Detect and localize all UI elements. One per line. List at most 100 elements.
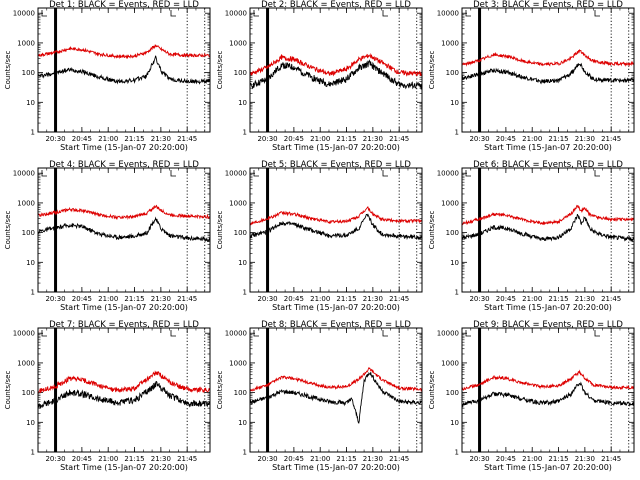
det1-xtick-label: 21:30 (151, 135, 171, 143)
det8-ytick-label: 1 (243, 449, 247, 457)
det6-ytick-label: 100 (446, 229, 459, 237)
det7-xtick-label: 21:00 (98, 455, 118, 463)
det1-xtick-label: 20:45 (72, 135, 92, 143)
det7-bracket (170, 330, 176, 337)
det2-xlabel: Start Time (15-Jan-07 20:20:00) (272, 143, 400, 152)
det4-ytick-label: 1 (31, 289, 35, 297)
det4-xtick-label: 20:30 (45, 295, 65, 303)
det2-ytick-label: 100 (234, 69, 247, 77)
det1-ytick-label: 10000 (13, 10, 35, 18)
det5-xtick-label: 21:45 (389, 295, 409, 303)
det3-xtick-label: 21:30 (575, 135, 595, 143)
det6-frame (461, 167, 635, 293)
det8-xtick-label: 20:30 (257, 455, 277, 463)
det8-xtick-label: 21:30 (363, 455, 383, 463)
det7-xtick-label: 21:45 (177, 455, 197, 463)
det4-xtick-label: 21:45 (177, 295, 197, 303)
det5-xtick-label: 21:15 (336, 295, 356, 303)
det3-series-events (461, 62, 635, 85)
det5-xtick-label: 20:45 (284, 295, 304, 303)
det7-ytick-label: 10 (26, 419, 35, 427)
det7-panel: Det 7: BLACK = Events, RED = LLD Counts/s… (4, 320, 211, 472)
det5-xlabel: Start Time (15-Jan-07 20:20:00) (272, 303, 400, 312)
det6-bracket (594, 170, 600, 177)
det7-ytick-label: 100 (22, 389, 35, 397)
det5-xtick-label: 21:00 (310, 295, 330, 303)
det4-xtick-label: 21:30 (151, 295, 171, 303)
det6-title: Det 6: BLACK = Events, RED = LLD (473, 160, 623, 170)
det4-ytick-label: 1000 (17, 199, 35, 207)
det5-series-lld (249, 206, 423, 226)
det1-xtick-label: 20:30 (45, 135, 65, 143)
det9-ytick-label: 10000 (437, 330, 459, 338)
det8-ytick-label: 10 (238, 419, 247, 427)
det1-panel: Det 1: BLACK = Events, RED = LLD Counts/s… (4, 0, 211, 152)
det5-ytick-label: 100 (234, 229, 247, 237)
det6-panel: Det 6: BLACK = Events, RED = LLD Counts/s… (428, 160, 635, 312)
det9-ytick-label: 10 (450, 419, 459, 427)
det6-series-lld (461, 204, 635, 226)
det1-bracket (170, 10, 176, 17)
det1-ytick-label: 1 (31, 129, 35, 137)
det6-series-events (461, 213, 635, 243)
det5-ytick-label: 1000 (229, 199, 247, 207)
det4-series-events (37, 216, 211, 243)
det1-xtick-label: 21:45 (177, 135, 197, 143)
det5-panel: Det 5: BLACK = Events, RED = LLD Counts/s… (216, 160, 423, 312)
det7-xtick-label: 21:15 (124, 455, 144, 463)
det6-ylabel: Counts/sec (428, 211, 436, 250)
det1-series-events (37, 55, 211, 85)
det2-frame (249, 7, 423, 133)
det8-ytick-label: 10000 (225, 330, 247, 338)
det2-xtick-label: 21:15 (336, 135, 356, 143)
det6-ytick-label: 1 (455, 289, 459, 297)
det7-ytick-label: 1000 (17, 359, 35, 367)
det7-ytick-label: 10000 (13, 330, 35, 338)
det9-xtick-label: 21:15 (548, 455, 568, 463)
det4-xtick-label: 21:00 (98, 295, 118, 303)
det2-xtick-label: 21:30 (363, 135, 383, 143)
det4-ytick-label: 10 (26, 259, 35, 267)
det6-xtick-label: 21:15 (548, 295, 568, 303)
det2-ytick-label: 10 (238, 99, 247, 107)
det7-series-events (37, 380, 211, 409)
det2-title: Det 2: BLACK = Events, RED = LLD (261, 0, 411, 10)
det5-bracket (382, 170, 388, 177)
det3-xtick-label: 21:15 (548, 135, 568, 143)
det4-ytick-label: 10000 (13, 170, 35, 178)
det3-ytick-label: 10000 (437, 10, 459, 18)
det5-ylabel: Counts/sec (216, 211, 224, 250)
det4-xlabel: Start Time (15-Jan-07 20:20:00) (60, 303, 188, 312)
det4-panel: Det 4: BLACK = Events, RED = LLD Counts/s… (4, 160, 211, 312)
det3-frame (461, 7, 635, 133)
det7-bracket (41, 330, 47, 337)
det9-bracket (465, 330, 471, 337)
det3-bracket (465, 10, 471, 17)
det6-xtick-label: 21:30 (575, 295, 595, 303)
det7-ylabel: Counts/sec (4, 371, 12, 410)
det7-xtick-label: 20:45 (72, 455, 92, 463)
det3-xlabel: Start Time (15-Jan-07 20:20:00) (484, 143, 612, 152)
det8-xtick-label: 20:45 (284, 455, 304, 463)
det5-bracket (253, 170, 259, 177)
det4-frame (37, 167, 211, 293)
det4-title: Det 4: BLACK = Events, RED = LLD (49, 160, 199, 170)
det6-xtick-label: 20:45 (496, 295, 516, 303)
det1-series-lld (37, 44, 211, 60)
det5-frame (249, 167, 423, 293)
det3-bracket (594, 10, 600, 17)
det2-series-events (249, 59, 423, 90)
det8-xtick-label: 21:45 (389, 455, 409, 463)
det8-bracket (382, 330, 388, 337)
det5-title: Det 5: BLACK = Events, RED = LLD (261, 160, 411, 170)
det2-series-lld (249, 52, 423, 77)
det2-ytick-label: 1000 (229, 39, 247, 47)
det9-xtick-label: 21:00 (522, 455, 542, 463)
det5-ytick-label: 10 (238, 259, 247, 267)
det4-bracket (170, 170, 176, 177)
det7-ytick-label: 1 (31, 449, 35, 457)
det8-series-events (249, 371, 423, 424)
det6-ytick-label: 10000 (437, 170, 459, 178)
det2-panel: Det 2: BLACK = Events, RED = LLD Counts/s… (216, 0, 423, 152)
